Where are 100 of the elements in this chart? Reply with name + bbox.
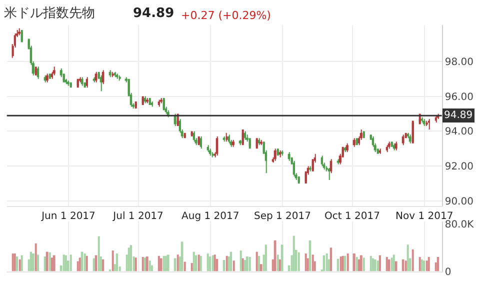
bar <box>44 256 46 272</box>
bar <box>292 236 295 272</box>
bar <box>62 254 65 272</box>
bar <box>340 256 342 272</box>
candlestick <box>242 129 244 146</box>
bar <box>160 258 162 272</box>
bar <box>264 244 267 272</box>
bar <box>342 256 344 272</box>
bar <box>248 257 251 272</box>
bar <box>362 258 365 272</box>
bar <box>312 254 314 272</box>
bar <box>280 244 284 272</box>
bar <box>392 254 395 272</box>
bar <box>386 257 388 272</box>
bar <box>304 253 307 272</box>
bar <box>18 259 21 272</box>
bar <box>370 256 372 272</box>
y-tick-label: 98.00 <box>444 56 474 68</box>
y-tick-label: 92.00 <box>444 162 474 173</box>
candlestick <box>134 102 137 109</box>
bar <box>130 245 132 272</box>
candlestick <box>162 98 165 110</box>
bar <box>92 258 95 272</box>
bar <box>14 253 16 272</box>
bar <box>32 253 34 272</box>
x-tick-label: Jun 1 2017 <box>40 211 96 222</box>
bar <box>84 253 86 272</box>
bar <box>374 259 376 272</box>
bar <box>158 256 160 272</box>
x-tick-label: Sep 1 2017 <box>254 211 312 222</box>
candlestick <box>248 138 251 149</box>
bar <box>242 258 244 272</box>
bar <box>276 254 279 272</box>
bar <box>98 236 100 272</box>
candlestick <box>412 120 414 144</box>
bar <box>240 250 242 272</box>
bar <box>52 255 56 272</box>
bar <box>412 249 414 272</box>
bar <box>112 250 114 272</box>
bar <box>352 253 356 272</box>
x-tick-label: Jul 1 2017 <box>112 211 164 222</box>
bar <box>206 253 209 272</box>
y-tick-label: 0 <box>444 266 452 278</box>
bar <box>30 252 32 272</box>
candlestick <box>356 138 358 146</box>
bar <box>34 243 37 272</box>
bar <box>298 252 300 272</box>
bar <box>428 257 430 272</box>
bar <box>142 257 144 272</box>
candlestick <box>34 66 37 76</box>
bar <box>190 262 193 272</box>
y-tick-label: 94.00 <box>444 126 474 138</box>
candlestick <box>190 131 193 136</box>
candlestick <box>184 132 186 138</box>
y-tick-label: 96.00 <box>444 92 474 103</box>
bar <box>246 256 248 272</box>
bar <box>128 248 130 272</box>
text: +0.27 (+0.29%) <box>181 9 271 22</box>
bar <box>36 254 40 272</box>
bar <box>258 256 260 272</box>
bar <box>166 254 170 272</box>
bar <box>64 255 67 272</box>
bar <box>162 256 165 272</box>
candlestick <box>70 82 72 88</box>
bar <box>232 260 235 272</box>
x-tick-label: Aug 1 2017 <box>182 211 240 222</box>
candlestick <box>142 96 144 106</box>
bar <box>404 260 407 272</box>
bar <box>70 254 72 272</box>
bar <box>148 260 151 272</box>
candlestick <box>176 114 179 126</box>
bar <box>274 240 276 272</box>
bar <box>372 258 374 272</box>
text: 94.89 <box>133 6 174 21</box>
bar <box>20 255 23 272</box>
bar <box>48 252 51 272</box>
candlestick <box>20 30 23 42</box>
y-tick-label: 80.0K <box>444 219 474 230</box>
bar <box>346 253 349 272</box>
candlestick <box>276 148 279 156</box>
bar <box>50 258 53 272</box>
bar <box>164 256 167 272</box>
bar <box>326 253 328 272</box>
bar <box>376 260 379 272</box>
x-tick-label: Oct 1 2017 <box>324 211 380 222</box>
bar <box>192 252 195 272</box>
candlestick <box>298 176 300 184</box>
candlestick <box>148 98 151 106</box>
candlestick <box>256 138 258 149</box>
bar <box>230 252 232 272</box>
bar <box>390 258 393 272</box>
bar <box>378 255 381 272</box>
candlestick <box>362 131 365 138</box>
bar <box>256 252 258 272</box>
bar <box>76 261 79 272</box>
bar <box>388 259 390 272</box>
chart-title: 米ドル指数先物 <box>4 6 95 21</box>
ref-line-label: 94.89 <box>444 110 473 121</box>
bar <box>12 253 14 272</box>
bar <box>184 262 186 272</box>
